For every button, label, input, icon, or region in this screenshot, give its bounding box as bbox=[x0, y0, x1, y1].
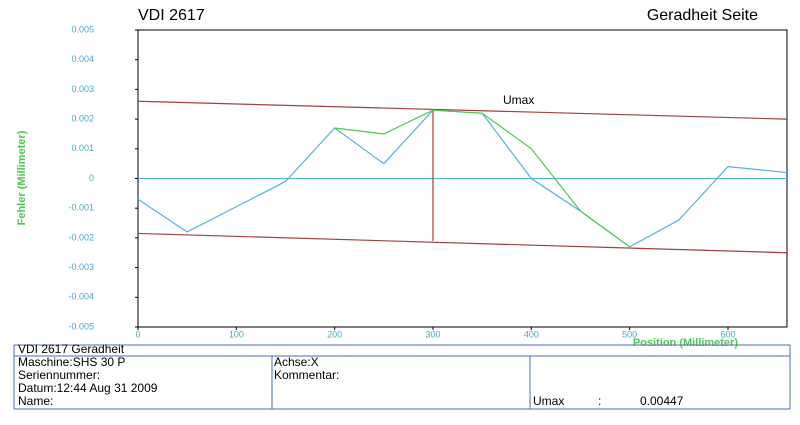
y-tick-label: 0.002 bbox=[71, 113, 94, 123]
x-tick-label: 100 bbox=[229, 329, 244, 339]
info-umax-label: Umax bbox=[533, 394, 564, 408]
series-line bbox=[334, 109, 631, 248]
info-axis: Achse:X bbox=[274, 355, 319, 369]
info-serial: Seriennummer: bbox=[18, 368, 100, 382]
y-tick-label: 0 bbox=[89, 173, 94, 183]
info-name: Name: bbox=[18, 394, 53, 408]
y-tick-label: 0.005 bbox=[71, 24, 94, 34]
reference-line bbox=[137, 232, 788, 254]
x-axis-label: Position (Millimeter) bbox=[633, 337, 738, 349]
chart-title: VDI 2617 bbox=[138, 7, 205, 24]
info-box: VDI 2617 Geradheit Maschine:SHS 30 P Ser… bbox=[13, 342, 791, 410]
y-tick-label: -0.005 bbox=[68, 321, 94, 331]
y-axis-label: Fehler (Millimeter) bbox=[16, 130, 28, 225]
chart-subtitle: Geradheit Seite bbox=[647, 7, 758, 24]
info-comment: Kommentar: bbox=[274, 368, 339, 382]
annotation: Umax bbox=[503, 93, 534, 107]
info-colon: : bbox=[598, 394, 601, 408]
y-tick-label: -0.004 bbox=[68, 292, 94, 302]
x-tick-label: 300 bbox=[425, 329, 440, 339]
y-tick-label: -0.003 bbox=[68, 262, 94, 272]
info-heading: VDI 2617 Geradheit bbox=[18, 342, 125, 356]
reference-line bbox=[137, 100, 788, 120]
x-tick-label: 600 bbox=[720, 329, 735, 339]
info-machine: Maschine:SHS 30 P bbox=[18, 355, 125, 369]
info-umax-value: 0.00447 bbox=[640, 394, 684, 408]
x-tick-label: 200 bbox=[327, 329, 342, 339]
y-tick-label: -0.001 bbox=[68, 203, 94, 213]
info-date: Datum:12:44 Aug 31 2009 bbox=[18, 381, 158, 395]
y-tick-label: 0.001 bbox=[71, 143, 94, 153]
x-tick-label: 500 bbox=[622, 329, 637, 339]
x-tick-label: 0 bbox=[135, 329, 140, 339]
y-tick-label: -0.002 bbox=[68, 232, 94, 242]
x-tick-label: 400 bbox=[524, 329, 539, 339]
y-tick-label: 0.004 bbox=[71, 54, 94, 64]
y-tick-label: 0.003 bbox=[71, 84, 94, 94]
